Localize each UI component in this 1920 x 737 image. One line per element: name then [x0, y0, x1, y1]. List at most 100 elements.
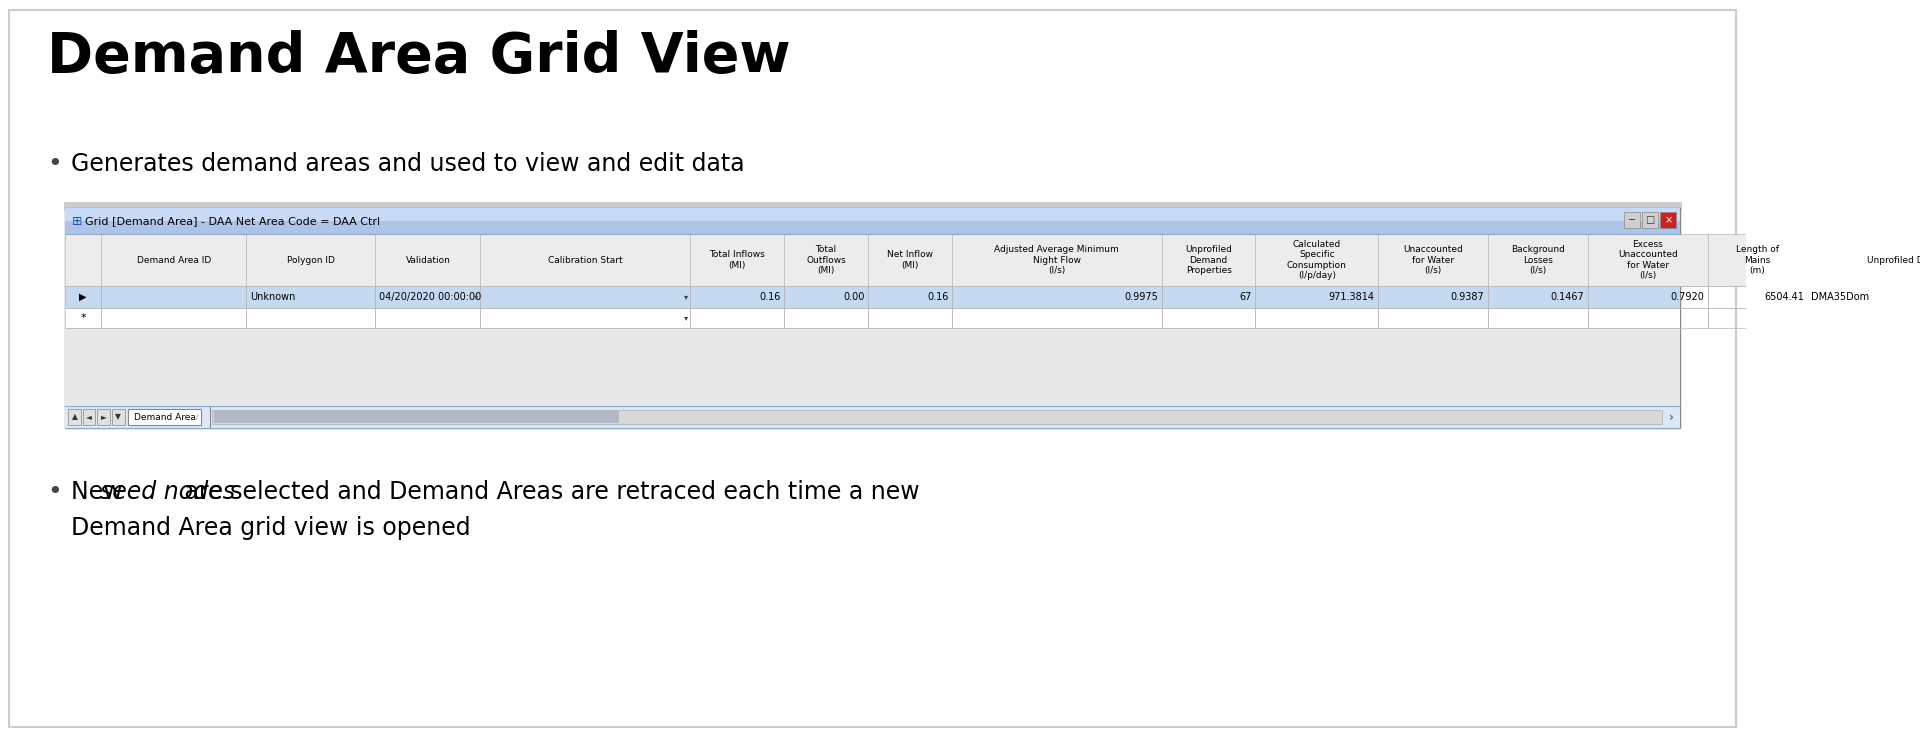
- Bar: [480, 308, 691, 328]
- Bar: [246, 234, 376, 286]
- Text: Total
Outflows
(Ml): Total Outflows (Ml): [806, 245, 847, 275]
- Bar: [952, 308, 1162, 328]
- Text: 971.3814: 971.3814: [1329, 292, 1375, 302]
- Bar: [376, 234, 480, 286]
- Bar: [1256, 286, 1379, 308]
- Text: ▶: ▶: [79, 292, 86, 302]
- Text: ▲: ▲: [71, 413, 77, 422]
- Text: ◄: ◄: [86, 413, 92, 422]
- Text: ▾: ▾: [684, 293, 687, 301]
- Text: Demand Area ID: Demand Area ID: [136, 256, 211, 265]
- Text: Unknown: Unknown: [250, 292, 296, 302]
- Bar: [1379, 308, 1488, 328]
- Text: Calculated
Specific
Consumption
(l/p/day): Calculated Specific Consumption (l/p/day…: [1286, 240, 1346, 280]
- Bar: [1256, 234, 1379, 286]
- Text: Grid [Demand Area] - DAA Net Area Code = DAA Ctrl: Grid [Demand Area] - DAA Net Area Code =…: [86, 216, 380, 226]
- Bar: [65, 286, 1680, 308]
- Bar: [1488, 286, 1588, 308]
- Bar: [65, 308, 1680, 328]
- Text: ►: ►: [100, 413, 108, 422]
- Bar: [1488, 234, 1588, 286]
- Bar: [1807, 286, 1920, 308]
- Bar: [1588, 234, 1707, 286]
- Text: Demand Area: Demand Area: [134, 413, 196, 422]
- Text: ▾: ▾: [474, 293, 478, 301]
- Bar: [65, 234, 102, 286]
- Text: □: □: [1645, 215, 1655, 225]
- Text: •: •: [48, 152, 61, 176]
- Bar: [1488, 308, 1588, 328]
- Bar: [1642, 212, 1659, 228]
- Text: ⊞: ⊞: [71, 214, 83, 228]
- Text: Excess
Unaccounted
for Water
(l/s): Excess Unaccounted for Water (l/s): [1619, 240, 1678, 280]
- Bar: [102, 286, 246, 308]
- Text: Length of
Mains
(m): Length of Mains (m): [1736, 245, 1780, 275]
- Bar: [65, 208, 1680, 221]
- Text: Validation: Validation: [405, 256, 451, 265]
- Bar: [111, 409, 125, 425]
- Bar: [246, 308, 376, 328]
- Text: Adjusted Average Minimum
Night Flow
(l/s): Adjusted Average Minimum Night Flow (l/s…: [995, 245, 1119, 275]
- Bar: [1162, 234, 1256, 286]
- Text: 67: 67: [1240, 292, 1252, 302]
- Text: 0.9387: 0.9387: [1450, 292, 1484, 302]
- Bar: [213, 411, 618, 423]
- Bar: [952, 234, 1162, 286]
- Text: *: *: [81, 313, 86, 323]
- Text: ›: ›: [1668, 411, 1674, 424]
- Text: •: •: [48, 480, 61, 504]
- Bar: [952, 286, 1162, 308]
- Bar: [98, 409, 109, 425]
- Text: ×: ×: [1665, 215, 1672, 225]
- Bar: [65, 406, 1680, 428]
- Text: 0.16: 0.16: [927, 292, 948, 302]
- Bar: [65, 308, 102, 328]
- Text: Unprofiled
Demand
Properties: Unprofiled Demand Properties: [1185, 245, 1233, 275]
- Bar: [1379, 286, 1488, 308]
- Text: 0.16: 0.16: [758, 292, 780, 302]
- Bar: [211, 410, 1663, 424]
- Bar: [783, 234, 868, 286]
- Bar: [129, 409, 202, 425]
- Bar: [691, 308, 783, 328]
- Text: Total Inflows
(Ml): Total Inflows (Ml): [708, 251, 764, 270]
- Bar: [63, 202, 1682, 210]
- Text: Unprofiled Dema: Unprofiled Dema: [1866, 256, 1920, 265]
- Bar: [783, 286, 868, 308]
- Bar: [1707, 234, 1807, 286]
- Bar: [102, 234, 246, 286]
- Bar: [1379, 234, 1488, 286]
- Bar: [1707, 286, 1807, 308]
- Text: 6504.41: 6504.41: [1764, 292, 1805, 302]
- Text: Background
Losses
(l/s): Background Losses (l/s): [1511, 245, 1565, 275]
- Bar: [246, 286, 376, 308]
- Bar: [868, 308, 952, 328]
- Text: 0.00: 0.00: [843, 292, 864, 302]
- Text: seed nodes: seed nodes: [100, 480, 234, 504]
- Bar: [1588, 308, 1707, 328]
- Text: 04/20/2020 00:00:00: 04/20/2020 00:00:00: [378, 292, 482, 302]
- Bar: [69, 409, 81, 425]
- Text: Unaccounted
for Water
(l/s): Unaccounted for Water (l/s): [1404, 245, 1463, 275]
- Text: ▾: ▾: [684, 313, 687, 323]
- Text: 0.7920: 0.7920: [1670, 292, 1703, 302]
- Text: −: −: [1628, 215, 1636, 225]
- Bar: [83, 409, 96, 425]
- Bar: [65, 221, 1680, 234]
- Bar: [868, 234, 952, 286]
- Text: Net Inflow
(Ml): Net Inflow (Ml): [887, 251, 933, 270]
- Bar: [1624, 212, 1640, 228]
- Text: Demand Area grid view is opened: Demand Area grid view is opened: [71, 516, 470, 540]
- Bar: [1807, 234, 1920, 286]
- Text: /: /: [196, 414, 198, 420]
- Bar: [1256, 308, 1379, 328]
- Text: DMA35Dom: DMA35Dom: [1811, 292, 1870, 302]
- Bar: [102, 308, 246, 328]
- Bar: [868, 286, 952, 308]
- Text: Generates demand areas and used to view and edit data: Generates demand areas and used to view …: [71, 152, 745, 176]
- Bar: [65, 208, 1680, 428]
- Text: ▼: ▼: [115, 413, 121, 422]
- Bar: [1807, 308, 1920, 328]
- Bar: [376, 308, 480, 328]
- Bar: [1162, 308, 1256, 328]
